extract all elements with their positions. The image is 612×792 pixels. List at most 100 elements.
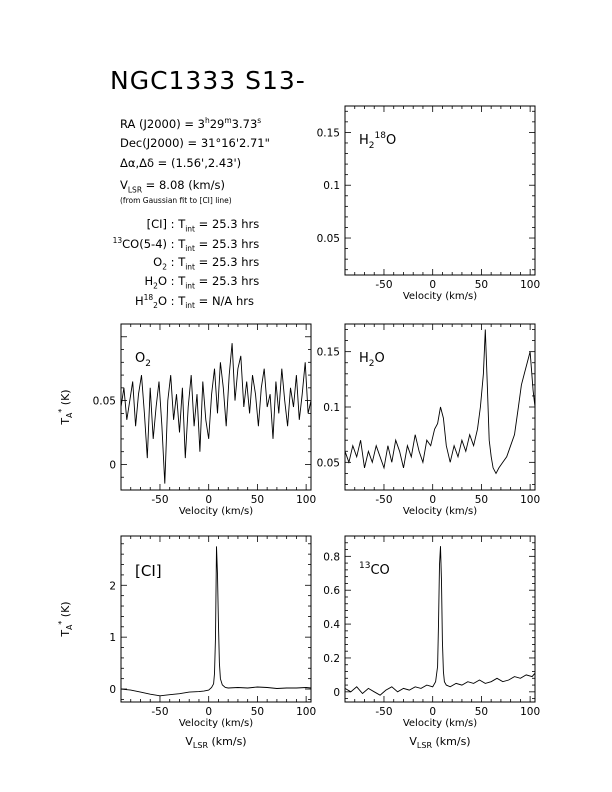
plot-frame (344, 535, 536, 703)
y-tick-label: 0.05 (317, 233, 340, 245)
x-tick-label: 50 (251, 706, 264, 718)
integration-line-label: [CI] (60, 217, 167, 231)
series-line (120, 546, 312, 697)
page-title: NGC1333 S13- (110, 66, 306, 95)
y-label-unit: (K) (59, 601, 72, 620)
vlsr-axis-unit: (km/s) (208, 735, 247, 748)
x-axis-label: Velocity (km/s) (179, 718, 253, 729)
integration-row: H2O : Tint = 25.3 hrs (60, 274, 260, 291)
line-isotope: 13 (112, 236, 123, 245)
species-label-part: [CI] (135, 562, 162, 580)
integration-line-label: H2O (60, 274, 168, 291)
y-tick-label: 0 (109, 684, 116, 696)
y-tick-label: 0.05 (317, 457, 340, 469)
series-line (120, 343, 312, 484)
species-label: 13CO (359, 561, 390, 578)
vlsr-axis-prefix: V (185, 735, 193, 748)
chart-panel-h2o: -50 0 50 100 0.05 0.1 0.15 Velocity (km/s) H2O (317, 323, 540, 517)
vlsr-axis-unit: (km/s) (432, 735, 471, 748)
species-label: H2O (359, 351, 385, 369)
vlsr-axis-label: VLSR (km/s) (185, 735, 246, 750)
x-tick-label: -50 (151, 706, 168, 718)
t-subscript: int (185, 281, 195, 291)
offset-line: Δα,Δδ = (1.56',2.43') (120, 156, 241, 170)
x-tick-label: 100 (520, 279, 540, 291)
offset-value: (1.56',2.43') (170, 156, 242, 170)
line-prefix: H (134, 293, 144, 308)
colon: : (167, 293, 179, 308)
plot-frame (120, 535, 312, 703)
y-tick-label: 0.6 (323, 585, 340, 597)
y-label-unit: (K) (59, 389, 72, 408)
y-label-sub: A (65, 412, 74, 418)
ra-hours-unit: h (204, 116, 210, 125)
species-label-part: 18 (375, 131, 387, 141)
x-tick-label: 0 (205, 494, 212, 506)
species-label-part: H (359, 351, 369, 366)
integration-line-label: 13CO(5-4) (60, 236, 167, 251)
line-subscript: 2 (153, 301, 158, 311)
vlsr-axis-label: VLSR (km/s) (409, 735, 470, 750)
x-axis-label: Velocity (km/s) (403, 506, 477, 517)
t-subscript: int (185, 301, 195, 311)
line-subscript: 2 (153, 281, 158, 291)
species-label-part: 2 (145, 359, 151, 369)
species-label-part: 2 (369, 141, 375, 151)
plot-frame (344, 323, 536, 491)
integration-time: = 25.3 hrs (195, 274, 260, 288)
integration-row: [CI] : Tint = 25.3 hrs (60, 217, 260, 233)
x-tick-label: 100 (296, 494, 316, 506)
y-tick-label: 0.15 (317, 347, 340, 359)
y-tick-label: 0.15 (317, 127, 340, 139)
x-tick-label: 50 (251, 494, 264, 506)
species-label-part: CO (370, 563, 389, 578)
integration-line-label: H182O (60, 293, 167, 310)
dec-label: Dec(J2000) = (120, 136, 201, 150)
y-label-t: T (59, 630, 72, 638)
species-label-part: 2 (369, 359, 375, 369)
line-name: H (144, 274, 154, 288)
y-tick-label: 0 (333, 687, 340, 699)
x-tick-label: 100 (296, 706, 316, 718)
vlsr-axis-prefix: V (409, 735, 417, 748)
y-tick-label: 0.8 (323, 551, 340, 563)
integration-time: = N/A hrs (195, 293, 254, 308)
x-tick-label: -50 (375, 494, 392, 506)
integration-time: = 25.3 hrs (195, 236, 260, 251)
line-name: [CI] (146, 217, 167, 231)
integration-row: O2 : Tint = 25.3 hrs (60, 255, 259, 271)
vlsr-value: = 8.08 (km/s) (142, 178, 225, 192)
x-tick-label: 0 (429, 494, 436, 506)
x-tick-label: -50 (151, 494, 168, 506)
ra-seconds: 3.73 (231, 116, 258, 131)
vlsr-sub: LSR (127, 185, 143, 195)
t-subscript: int (185, 244, 195, 254)
ra-label: RA (J2000) = (120, 116, 198, 131)
ra-seconds-unit: s (257, 116, 262, 125)
species-label: [CI] (135, 562, 162, 580)
species-label: O2 (135, 351, 151, 369)
y-tick-label: 0.2 (323, 653, 340, 665)
x-tick-label: -50 (375, 706, 392, 718)
y-tick-label: 0 (109, 459, 116, 471)
line-name: O (153, 255, 163, 269)
y-tick-label: 1 (109, 632, 116, 644)
vlsr-axis-sub: LSR (193, 741, 209, 750)
dec-line: Dec(J2000) = 31°16'2.71" (120, 136, 270, 150)
chart-panel-h2-18o: -50 0 50 100 0.05 0.1 0.15 Velocity (km/s) H218O (317, 105, 540, 302)
chart-panel-ci: -50 0 50 100 0 1 2 Velocity (km/s) TA* (K) [CI] (57, 535, 316, 729)
species-label-part: O (135, 351, 145, 366)
ra-minutes: 29 (209, 116, 225, 131)
ra-minutes-unit: m (224, 116, 232, 125)
vlsr-prefix: V (120, 178, 128, 192)
species-label-part: H (359, 133, 369, 148)
species-label: H218O (359, 131, 396, 151)
plot-frame (344, 105, 536, 276)
t-subscript: int (185, 262, 195, 272)
y-tick-label: 0.1 (323, 180, 340, 192)
x-tick-label: 50 (475, 706, 488, 718)
chart-panel-o2: -50 0 50 100 0 0.05 Velocity (km/s) TA* (K) O2 (57, 323, 316, 517)
colon: : (167, 236, 179, 251)
x-tick-label: 100 (520, 494, 540, 506)
integration-row: 13CO(5-4) : Tint = 25.3 hrs (60, 236, 260, 254)
